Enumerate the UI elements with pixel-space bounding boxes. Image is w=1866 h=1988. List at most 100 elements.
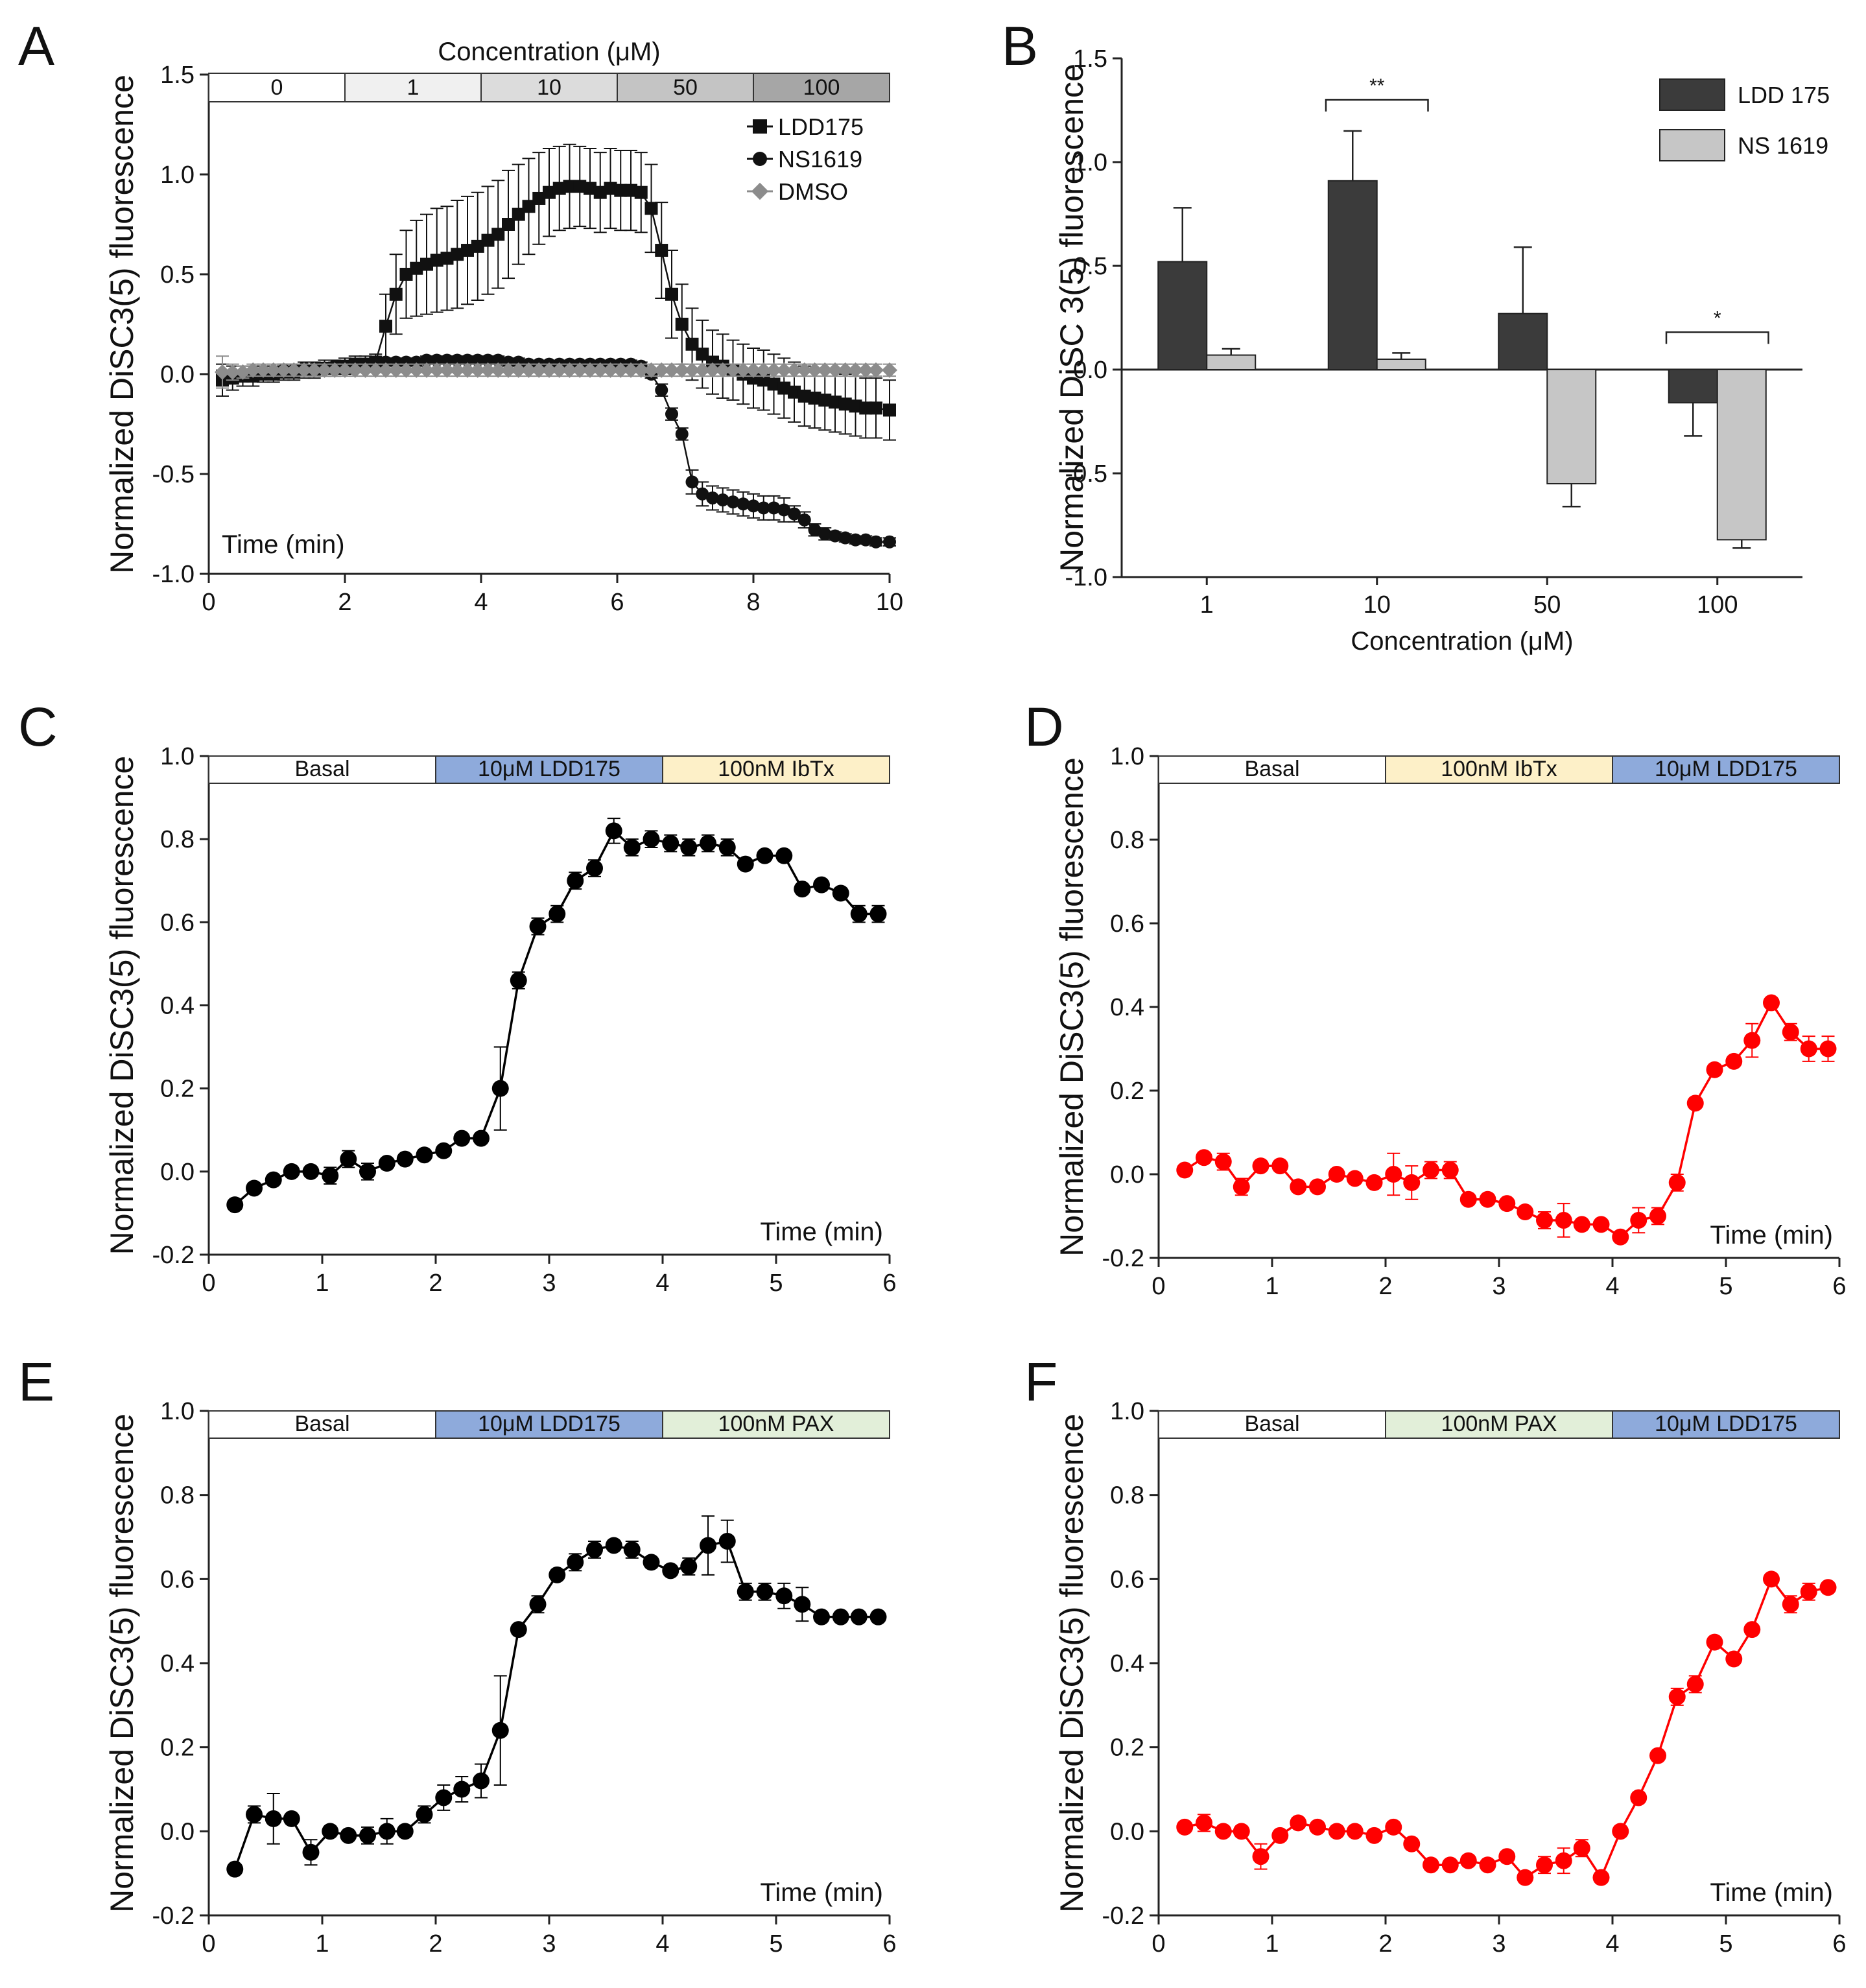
data-point [850, 905, 868, 923]
data-point [1630, 1211, 1648, 1229]
data-point [378, 362, 394, 378]
data-point [357, 362, 373, 378]
data-point [838, 397, 852, 411]
data-point [368, 362, 384, 378]
y-tick-label: 1.0 [1073, 149, 1107, 176]
data-point [552, 182, 566, 195]
data-point [389, 287, 403, 301]
data-point [849, 533, 862, 547]
y-tick-label: -0.2 [1102, 1245, 1144, 1272]
x-tick-label: 2 [338, 589, 351, 616]
y-tick-label: 0.8 [160, 1482, 195, 1509]
data-point [1668, 1174, 1686, 1191]
data-point [430, 353, 443, 367]
data-point [1214, 1823, 1232, 1840]
legend-label: LDD175 [778, 113, 864, 140]
data-point [529, 917, 547, 935]
data-point [1479, 1190, 1496, 1208]
band-label: Basal [1244, 757, 1299, 781]
data-point [882, 362, 897, 378]
bar [1546, 369, 1597, 484]
data-point [1573, 1840, 1590, 1857]
data-point [706, 491, 719, 504]
x-tick-label: 5 [769, 1270, 783, 1297]
data-point [567, 872, 584, 890]
data-point [416, 1806, 433, 1823]
data-point [674, 362, 690, 378]
band-label: 100 [803, 75, 840, 100]
data-point [265, 362, 281, 378]
x-tick-label: 5 [1719, 1930, 1732, 1958]
y-tick-label: 1.5 [1073, 45, 1107, 73]
data-point [1196, 1814, 1212, 1832]
significance-bracket [1325, 99, 1429, 112]
data-point [359, 1163, 376, 1180]
data-point [662, 1562, 679, 1580]
data-point [593, 185, 607, 199]
data-point [654, 362, 670, 378]
data-point [680, 838, 698, 856]
data-point [440, 353, 454, 367]
band-label: Basal [1244, 1412, 1299, 1436]
data-point [1498, 1195, 1516, 1213]
data-point [399, 268, 413, 281]
data-point [818, 394, 832, 407]
data-point [747, 499, 760, 513]
x-tick-label: 3 [1492, 1273, 1506, 1300]
x-axis-label: Time (min) [1710, 1221, 1833, 1249]
data-point [531, 362, 547, 378]
data-point [440, 252, 454, 265]
data-point [1592, 1869, 1610, 1886]
y-tick-label: 0.6 [1110, 910, 1144, 938]
y-tick-label: 0.5 [160, 261, 195, 289]
data-point [684, 362, 700, 378]
data-point [813, 1608, 830, 1626]
data-point [604, 182, 617, 195]
data-point [449, 362, 466, 378]
data-point [453, 1781, 471, 1798]
data-point [1649, 1747, 1666, 1764]
data-point [716, 493, 729, 507]
data-point [767, 377, 781, 391]
data-point [573, 180, 587, 193]
series-dmso [215, 355, 897, 389]
data-point [1346, 1170, 1364, 1187]
treatment-band [1385, 755, 1613, 784]
data-point [1385, 1166, 1402, 1183]
legend-swatch [1659, 78, 1725, 111]
data-point [481, 233, 495, 247]
data-point [665, 287, 678, 301]
data-point [532, 191, 546, 205]
data-point [1233, 1178, 1250, 1196]
data-point [788, 385, 801, 399]
treatment-band [753, 73, 890, 102]
data-point [399, 355, 413, 369]
band-label: 100nM PAX [718, 1412, 834, 1436]
y-tick-label: -1.0 [1065, 564, 1107, 591]
x-tick-label: 0 [1151, 1930, 1165, 1958]
data-point [1196, 1149, 1212, 1166]
data-point [549, 905, 566, 923]
bar [1498, 313, 1548, 371]
y-tick-label: 0.8 [1110, 1482, 1144, 1509]
data-point [1800, 1040, 1817, 1058]
x-tick-label: 4 [655, 1270, 669, 1297]
data-point [858, 362, 874, 378]
x-tick-label: 3 [542, 1270, 556, 1297]
x-tick-label: 0 [202, 1270, 215, 1297]
data-point [491, 353, 505, 367]
data-point [662, 834, 679, 852]
data-point [1459, 1852, 1477, 1869]
data-point [633, 362, 649, 378]
data-point [461, 353, 474, 367]
bar [1716, 369, 1767, 541]
data-point [735, 362, 751, 378]
data-point [1328, 1823, 1345, 1840]
data-point [643, 1554, 660, 1571]
y-tick-label: 0.8 [1110, 827, 1144, 854]
data-point [602, 362, 619, 378]
y-axis-label: Normalized DiSC3(5) fluorescence [104, 75, 140, 574]
data-point [379, 355, 392, 369]
data-point [1214, 1153, 1232, 1170]
data-point [788, 507, 801, 521]
